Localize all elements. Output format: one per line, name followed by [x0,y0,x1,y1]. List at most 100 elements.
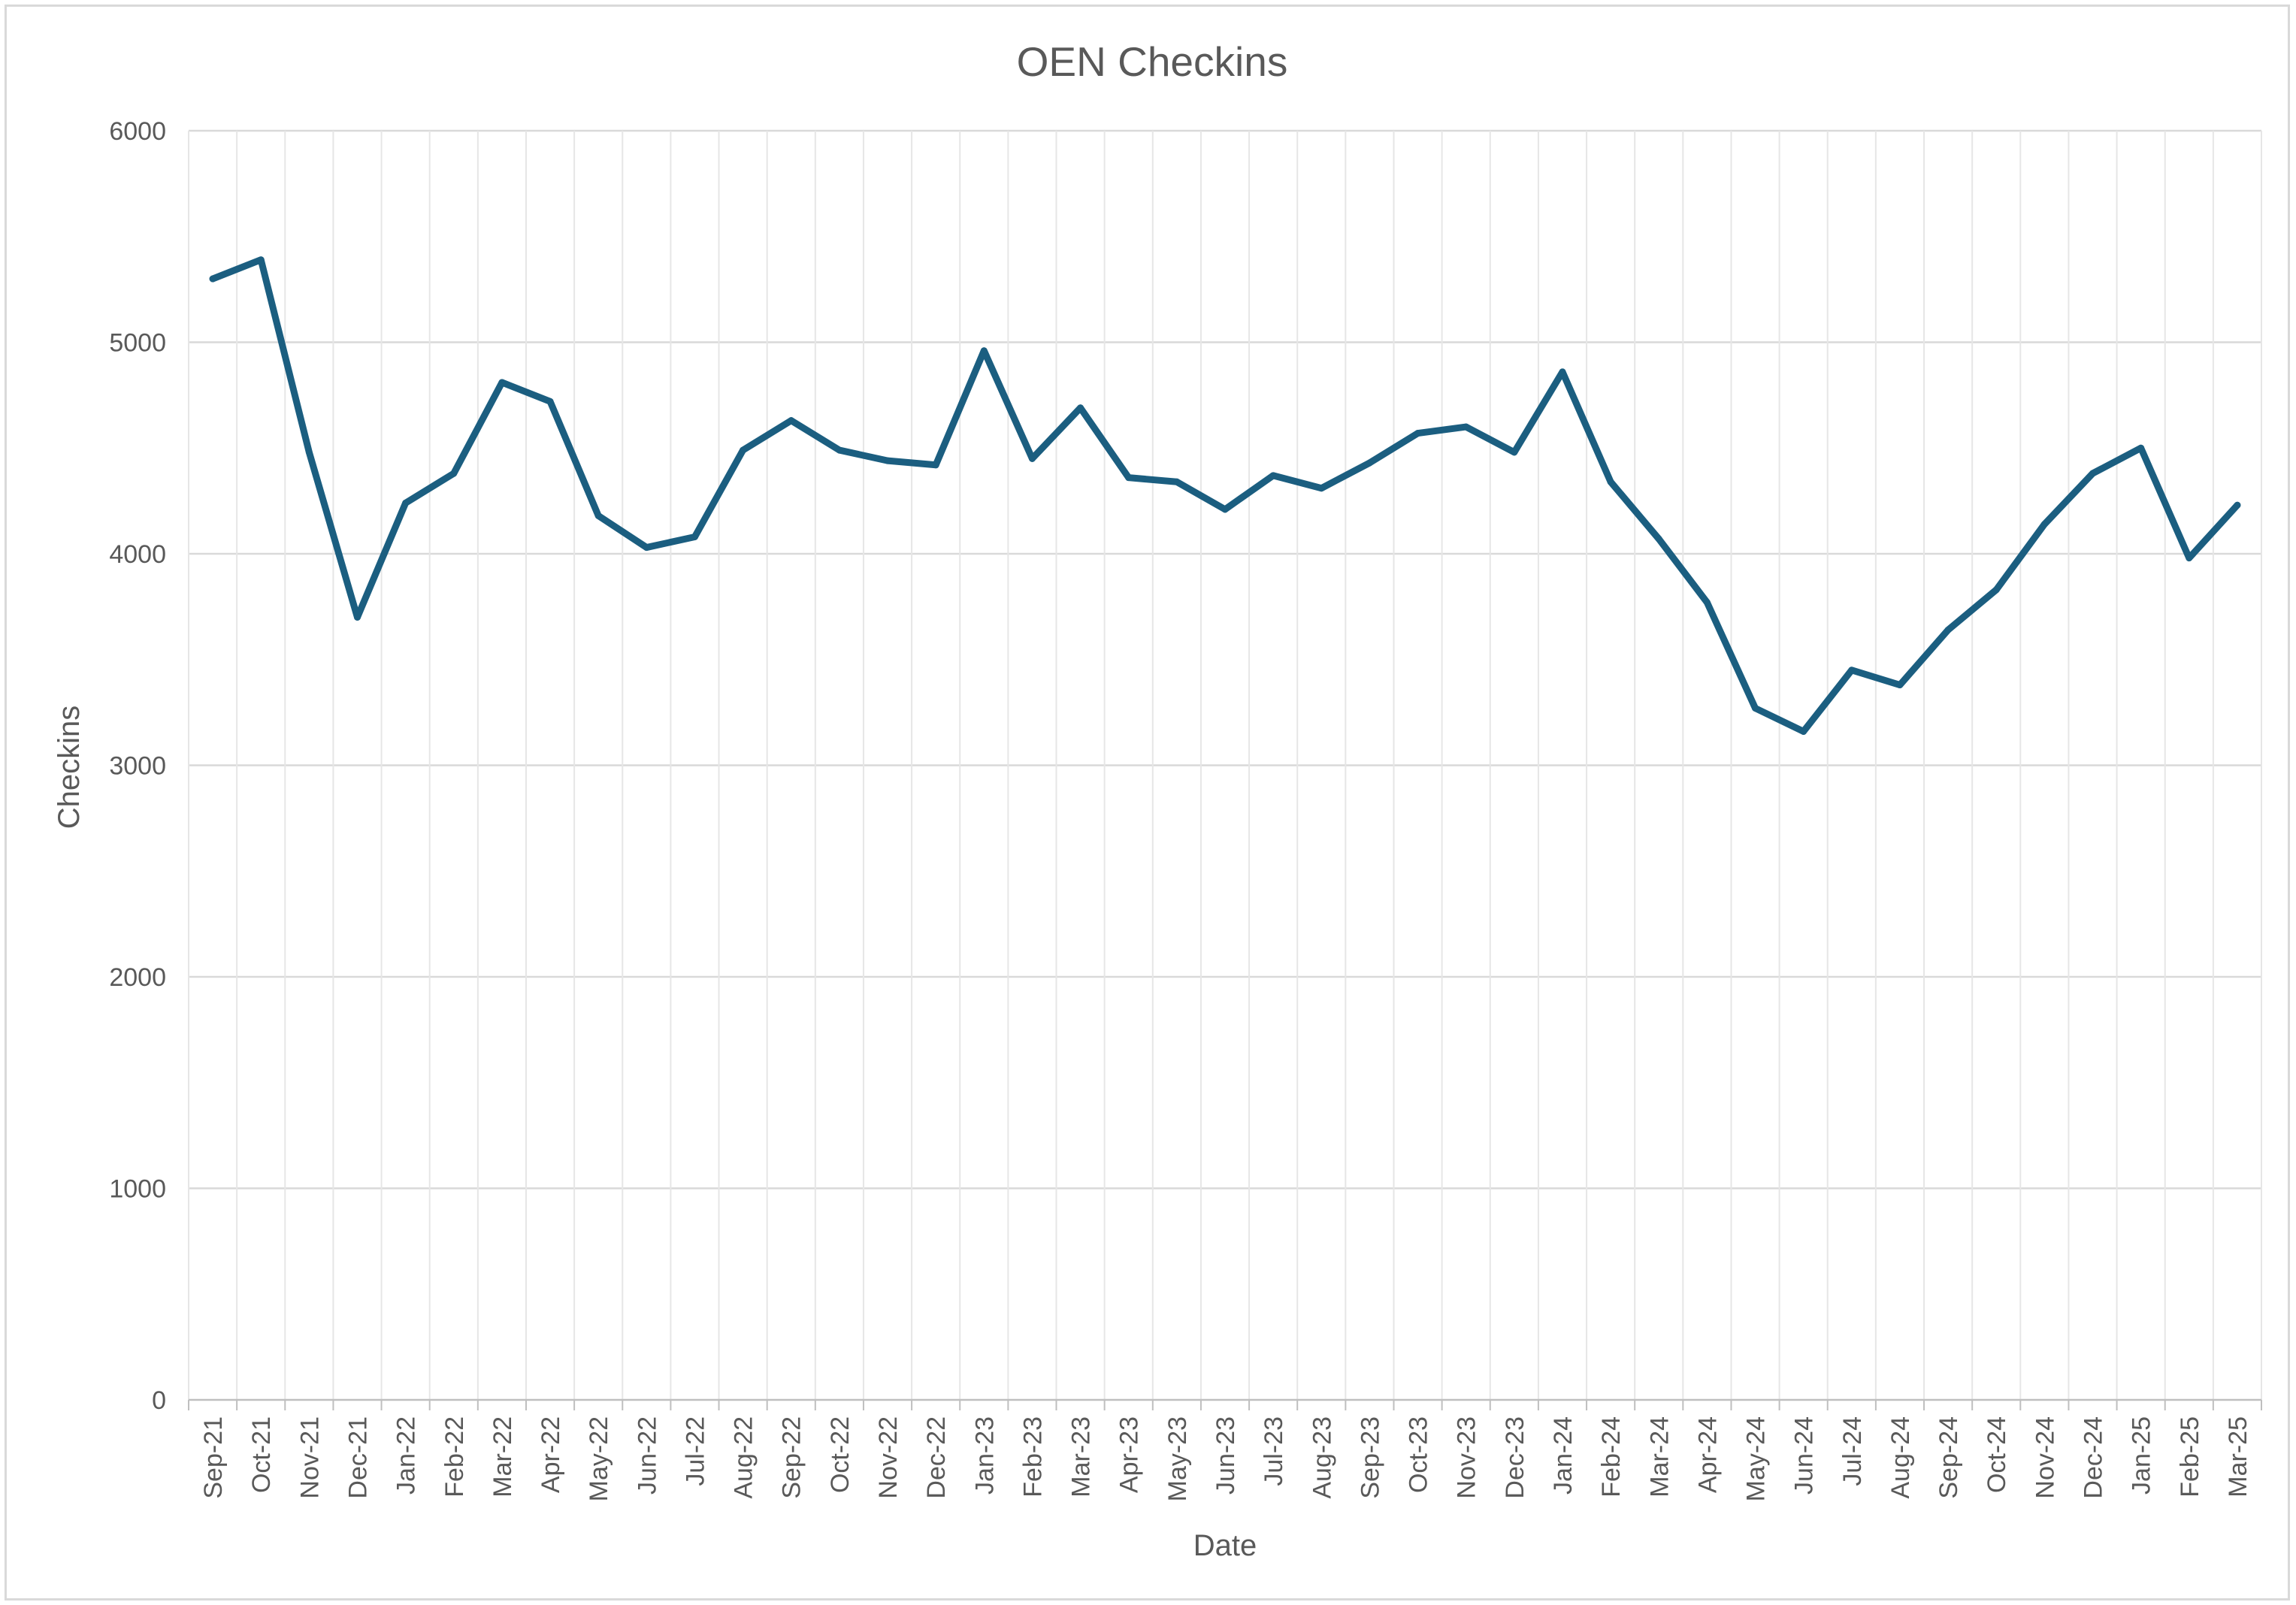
data-point [1366,459,1373,467]
data-point [450,470,458,477]
data-point [836,446,843,454]
data-point [1173,478,1181,485]
x-tick-label: Jan-23 [970,1416,999,1495]
x-tick-label: May-22 [585,1416,613,1501]
chart-frame: OEN Checkins 0 1000 2000 3000 4000 5000 6000 S… [5,5,2290,1600]
data-point [740,446,747,454]
x-tick-label: May-24 [1742,1416,1771,1501]
x-tick-label: Nov-24 [2031,1416,2059,1499]
x-tick-label: Jul-23 [1260,1416,1288,1486]
y-tick-label: 0 [152,1386,166,1415]
x-tick-label: Dec-21 [343,1416,372,1499]
x-tick-label: Oct-22 [826,1416,855,1493]
data-point [1800,727,1807,735]
x-tick-label: Jun-24 [1790,1416,1819,1495]
data-point [305,449,313,456]
x-tick-label: Mar-22 [489,1416,517,1498]
x-tick-label: Mar-24 [1645,1416,1674,1498]
data-point [691,533,698,540]
x-tick-label: Feb-22 [440,1416,469,1498]
data-point [1703,599,1711,606]
data-point [498,379,506,386]
data-point [980,347,988,355]
x-tick-label: Oct-24 [1983,1416,2011,1493]
x-tick-label: Feb-25 [2176,1416,2204,1498]
x-tick-label: Nov-21 [295,1416,324,1499]
y-axis-tick-labels: 0 1000 2000 3000 4000 5000 6000 [109,117,166,1415]
x-tick-label: Jan-25 [2128,1416,2156,1495]
series-line [209,256,2241,735]
x-tick-label: Apr-23 [1115,1416,1144,1493]
data-point [1992,586,2000,594]
x-tick-label: Dec-22 [922,1416,951,1499]
x-tick-label: Jul-22 [681,1416,709,1486]
y-axis-title: Checkins [53,706,86,830]
x-tick-label: Sep-24 [1935,1416,1963,1499]
y-tick-label: 2000 [109,963,166,992]
data-point [2137,444,2145,452]
data-point [594,512,602,519]
x-tick-label: Aug-23 [1308,1416,1336,1499]
data-point [1752,704,1759,712]
data-point [1511,449,1518,456]
x-tick-label: Sep-23 [1356,1416,1384,1499]
data-point [1077,404,1084,412]
x-tick-label: Jun-23 [1212,1416,1240,1495]
data-point [1559,368,1566,376]
x-axis-title: Date [1193,1529,1257,1562]
x-tick-label: Sep-21 [199,1416,228,1499]
data-point [2186,555,2193,562]
data-point [209,275,216,283]
series-layer [209,256,2241,735]
x-tick-label: Jan-22 [392,1416,421,1495]
x-tick-label: Nov-23 [1453,1416,1481,1499]
data-point [1269,472,1277,479]
data-point [1655,535,1662,543]
chart-title: OEN Checkins [1017,38,1288,85]
data-point [1607,478,1614,485]
data-point [1028,455,1036,462]
data-point [2234,501,2241,509]
x-tick-label: Apr-24 [1693,1416,1722,1493]
x-tick-label: Aug-22 [730,1416,758,1499]
data-point [257,256,265,264]
data-point [1317,485,1325,492]
y-tick-label: 1000 [109,1175,166,1204]
data-point [2089,470,2097,477]
data-point [2040,521,2048,528]
x-tick-label: Oct-23 [1405,1416,1433,1493]
data-point [353,613,361,621]
data-point [402,499,410,506]
data-point [1944,626,1952,633]
data-point [643,544,650,552]
x-tick-label: Jul-24 [1838,1416,1867,1486]
y-tick-label: 3000 [109,752,166,781]
x-tick-label: Dec-23 [1501,1416,1529,1499]
data-point [884,457,891,464]
data-point [932,461,939,469]
y-tick-label: 5000 [109,329,166,358]
data-point [1848,666,1856,674]
x-tick-label: May-23 [1163,1416,1192,1501]
x-tick-label: Oct-21 [247,1416,276,1493]
x-tick-label: Dec-24 [2080,1416,2108,1499]
data-point [1463,423,1470,431]
x-tick-label: Jun-22 [633,1416,661,1495]
gridlines [188,129,2262,1400]
x-tick-label: Aug-24 [1886,1416,1915,1499]
x-tick-label: Mar-25 [2224,1416,2252,1498]
data-point [1221,506,1229,513]
data-point [1414,430,1422,437]
x-tick-label: Feb-23 [1018,1416,1047,1498]
x-tick-label: Jan-24 [1549,1416,1578,1495]
line-chart: OEN Checkins 0 1000 2000 3000 4000 5000 6000 S… [53,38,2262,1562]
data-point [1125,474,1133,482]
x-tick-label: Apr-22 [537,1416,565,1493]
x-tick-label: Sep-22 [778,1416,806,1499]
x-axis-tick-labels: Sep-21 Oct-21 Nov-21 Dec-21 Jan-22 Feb-22 Mar-… [199,1416,2252,1501]
y-tick-label: 6000 [109,117,166,146]
data-point [546,397,554,405]
x-tick-label: Feb-24 [1597,1416,1626,1498]
axes [188,1398,2262,1410]
x-tick-label: Mar-23 [1067,1416,1096,1498]
